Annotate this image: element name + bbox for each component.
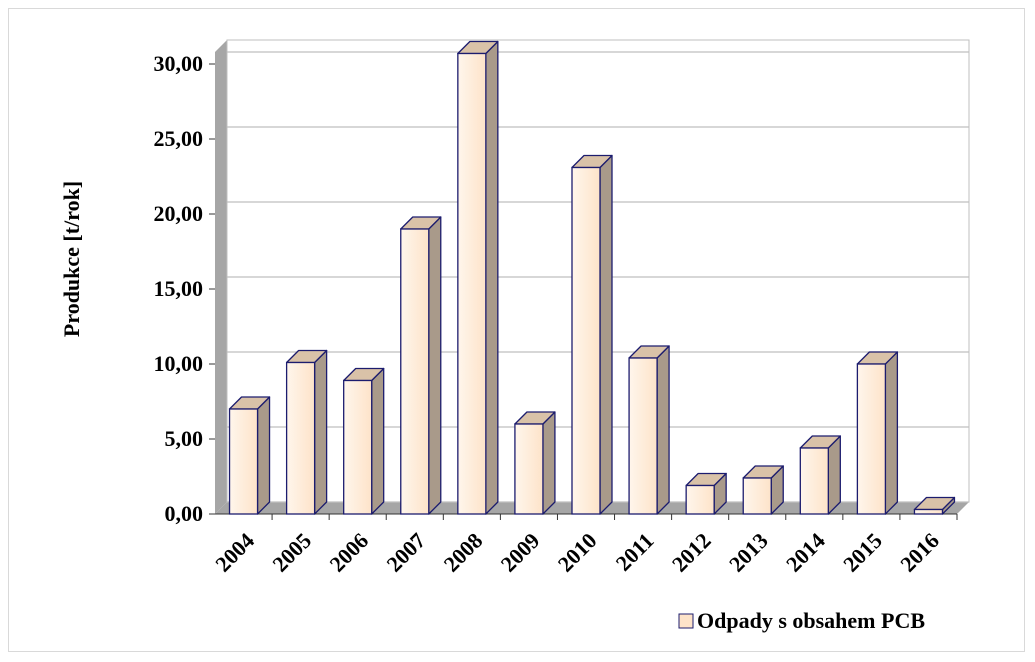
x-tick-label: 2015 [838,528,887,577]
bar-2015 [856,351,899,515]
x-tick-label: 2009 [496,528,545,577]
bar-front [514,423,544,515]
y-tick-label: 5,00 [165,426,204,451]
bar-front [685,484,715,515]
x-tick-label: 2011 [611,528,659,576]
x-tick-label: 2007 [382,528,431,577]
left-wall [215,40,227,514]
bar-2013 [742,465,784,515]
x-tick-label: 2008 [439,528,488,577]
bar-front [856,363,887,515]
bar-2014 [799,435,841,515]
bar-2010 [571,154,613,515]
bar-front [913,508,944,515]
bar-2008 [457,40,499,515]
y-tick-label: 30,00 [154,51,204,76]
x-tick-label: 2013 [724,528,773,577]
bar-side [542,411,556,515]
x-tick-label: 2006 [324,528,373,577]
x-tick-label: 2016 [895,528,944,577]
x-tick-label: 2014 [781,528,830,577]
bar-front [742,477,772,515]
bar-side [256,396,271,515]
x-tick-label: 2005 [267,528,316,577]
y-axis-title: Produkce [t/rok] [59,181,84,337]
bar-2005 [285,349,328,515]
bar-front [571,166,601,515]
y-tick-label: 0,00 [165,501,204,526]
bar-side [313,349,328,515]
y-axis-ticks: 0,00 5,00 10,00 15,00 20,00 25,00 30,00 [154,51,204,526]
chart-frame: 0,00 5,00 10,00 15,00 20,00 25,00 30,00 2004 20… [8,8,1025,652]
x-tick-label: 2004 [210,528,259,577]
bar-side [884,351,899,515]
legend-label: Odpady s obsahem PCB [697,608,925,633]
bar-front [285,361,316,515]
bar-2011 [628,345,670,515]
bar-front [343,379,373,515]
bar-front [628,357,658,515]
y-tick-label: 25,00 [154,126,204,151]
bar-side [827,435,841,515]
bar-2007 [400,216,442,515]
legend-swatch [678,613,694,629]
legend: Odpady s obsahem PCB [678,608,925,633]
bar-2004 [228,396,271,515]
bar-2009 [514,411,556,515]
bar-side [656,345,670,515]
y-tick-label: 15,00 [154,276,204,301]
bar-front [457,52,487,515]
bar-side [371,367,385,515]
bar-front [228,408,259,515]
bar-front [400,228,430,515]
x-tick-label: 2010 [553,528,602,577]
bar-side [428,216,442,515]
bar-front [799,447,829,515]
bar-side [599,154,613,515]
bar-2016 [913,496,956,515]
bar-2012 [685,472,727,515]
x-axis-ticks: 2004 2005 2006 2007 2008 2009 2010 2011 2012 2013… [210,528,944,577]
bars [228,40,956,515]
bar-2006 [343,367,385,515]
y-tick-label: 20,00 [154,201,204,226]
x-tick-label: 2012 [667,528,716,577]
y-tick-label: 10,00 [154,351,204,376]
bar-side [485,40,499,515]
